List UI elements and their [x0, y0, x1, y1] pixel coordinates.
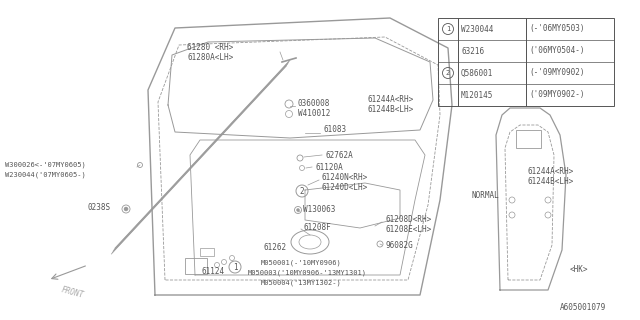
Text: 61244B<LH>: 61244B<LH> — [527, 178, 573, 187]
Text: 0360008: 0360008 — [298, 99, 330, 108]
Circle shape — [296, 209, 300, 212]
Text: 61124: 61124 — [201, 268, 224, 276]
Text: M050004('13MY1302-): M050004('13MY1302-) — [261, 280, 342, 286]
Text: 96082G: 96082G — [386, 241, 413, 250]
Text: 61083: 61083 — [323, 125, 346, 134]
Text: M050003('10MY0906-'13MY1301): M050003('10MY0906-'13MY1301) — [248, 270, 367, 276]
Text: 1: 1 — [233, 262, 237, 271]
Text: 61240N<RH>: 61240N<RH> — [322, 173, 368, 182]
Text: 1: 1 — [446, 26, 450, 32]
Bar — [438, 18, 614, 106]
Bar — [200, 248, 214, 256]
Text: Q586001: Q586001 — [461, 68, 493, 77]
Text: 61120A: 61120A — [315, 163, 343, 172]
Text: 61280 <RH>: 61280 <RH> — [187, 44, 233, 52]
Text: 61244A<RH>: 61244A<RH> — [527, 167, 573, 177]
Text: 2: 2 — [300, 187, 304, 196]
Text: <HK>: <HK> — [570, 266, 589, 275]
Circle shape — [124, 207, 128, 211]
Text: (-'09MY0902): (-'09MY0902) — [529, 68, 584, 77]
Text: 62762A: 62762A — [325, 150, 353, 159]
Bar — [516, 130, 541, 148]
Text: FRONT: FRONT — [60, 286, 84, 300]
Text: 61280A<LH>: 61280A<LH> — [187, 53, 233, 62]
Text: W230044('07MY0605-): W230044('07MY0605-) — [5, 172, 86, 178]
Text: NORMAL: NORMAL — [472, 191, 500, 201]
Text: W410012: W410012 — [298, 108, 330, 117]
Text: 61244A<RH>: 61244A<RH> — [368, 95, 414, 105]
Text: 61240D<LH>: 61240D<LH> — [322, 183, 368, 193]
Text: ('09MY0902-): ('09MY0902-) — [529, 91, 584, 100]
Text: ('06MY0504-): ('06MY0504-) — [529, 46, 584, 55]
Text: M050001(-'10MY0906): M050001(-'10MY0906) — [261, 260, 342, 266]
Text: W130063: W130063 — [303, 204, 335, 213]
Text: 61244B<LH>: 61244B<LH> — [368, 106, 414, 115]
Text: 2: 2 — [446, 70, 450, 76]
Text: (-'06MY0503): (-'06MY0503) — [529, 25, 584, 34]
Text: W230044: W230044 — [461, 25, 493, 34]
Bar — [185, 258, 207, 274]
Text: 61208F: 61208F — [304, 223, 332, 233]
Text: W300026<-'07MY0605): W300026<-'07MY0605) — [5, 162, 86, 168]
Text: 61208D<RH>: 61208D<RH> — [385, 215, 431, 225]
Text: 61208E<LH>: 61208E<LH> — [385, 226, 431, 235]
Text: 0238S: 0238S — [88, 204, 111, 212]
Text: 61262: 61262 — [264, 244, 287, 252]
Text: A605001079: A605001079 — [560, 303, 606, 313]
Text: M120145: M120145 — [461, 91, 493, 100]
Text: 63216: 63216 — [461, 46, 484, 55]
